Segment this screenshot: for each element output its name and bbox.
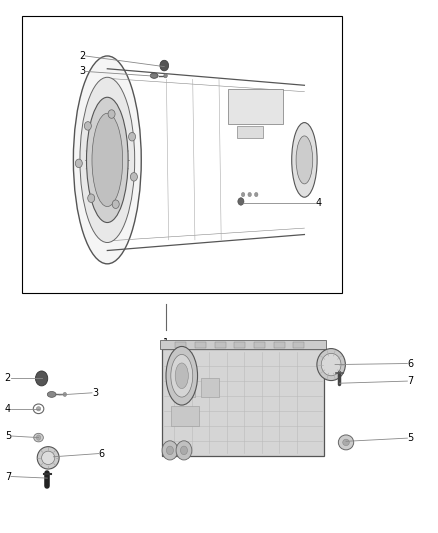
Bar bbox=[234, 342, 245, 348]
Text: 7: 7 bbox=[407, 376, 413, 386]
Ellipse shape bbox=[321, 353, 341, 376]
Bar bbox=[274, 342, 285, 348]
Ellipse shape bbox=[175, 363, 188, 389]
Ellipse shape bbox=[150, 73, 158, 78]
Ellipse shape bbox=[36, 407, 41, 411]
Text: 2: 2 bbox=[79, 51, 85, 61]
Text: 2: 2 bbox=[5, 374, 11, 383]
Bar bbox=[171, 376, 195, 397]
Ellipse shape bbox=[42, 451, 55, 464]
Circle shape bbox=[160, 60, 169, 71]
Circle shape bbox=[238, 198, 244, 205]
Circle shape bbox=[88, 194, 95, 203]
Bar bbox=[254, 342, 265, 348]
Ellipse shape bbox=[47, 391, 56, 398]
Bar bbox=[215, 342, 226, 348]
Text: 5: 5 bbox=[407, 433, 413, 443]
Ellipse shape bbox=[171, 354, 193, 397]
Text: 6: 6 bbox=[407, 359, 413, 368]
Ellipse shape bbox=[80, 77, 135, 243]
Ellipse shape bbox=[166, 346, 198, 405]
Bar bbox=[175, 342, 186, 348]
Ellipse shape bbox=[92, 114, 123, 207]
Circle shape bbox=[164, 74, 167, 78]
Bar bbox=[160, 340, 326, 349]
Ellipse shape bbox=[34, 433, 43, 442]
Circle shape bbox=[129, 133, 136, 141]
Bar bbox=[162, 349, 324, 456]
Circle shape bbox=[241, 192, 245, 197]
Circle shape bbox=[180, 446, 187, 455]
Circle shape bbox=[35, 371, 48, 386]
Text: 1: 1 bbox=[163, 338, 170, 349]
Text: 3: 3 bbox=[79, 67, 85, 76]
Circle shape bbox=[131, 173, 138, 181]
Ellipse shape bbox=[317, 349, 345, 381]
Circle shape bbox=[248, 192, 251, 197]
Circle shape bbox=[162, 441, 178, 460]
Circle shape bbox=[176, 441, 192, 460]
Text: 4: 4 bbox=[5, 404, 11, 414]
Bar bbox=[171, 406, 199, 426]
Ellipse shape bbox=[292, 123, 317, 197]
Bar bbox=[237, 126, 263, 138]
Circle shape bbox=[108, 110, 115, 118]
Text: 6: 6 bbox=[99, 449, 105, 458]
Ellipse shape bbox=[343, 439, 350, 446]
Circle shape bbox=[36, 435, 41, 440]
Bar bbox=[293, 342, 304, 348]
Ellipse shape bbox=[338, 435, 354, 450]
Ellipse shape bbox=[86, 98, 128, 223]
Bar bbox=[201, 378, 219, 397]
Bar bbox=[195, 342, 206, 348]
Circle shape bbox=[75, 159, 82, 168]
Bar bbox=[22, 16, 342, 293]
Circle shape bbox=[254, 192, 258, 197]
Text: 3: 3 bbox=[92, 388, 98, 398]
Text: 5: 5 bbox=[5, 431, 11, 441]
Ellipse shape bbox=[296, 136, 313, 184]
Circle shape bbox=[63, 392, 67, 397]
Bar bbox=[228, 89, 283, 124]
Text: 4: 4 bbox=[315, 198, 321, 207]
Circle shape bbox=[166, 446, 173, 455]
Circle shape bbox=[112, 200, 119, 208]
Circle shape bbox=[85, 122, 92, 130]
Ellipse shape bbox=[74, 56, 141, 264]
Text: 7: 7 bbox=[5, 472, 11, 481]
Ellipse shape bbox=[37, 447, 59, 469]
